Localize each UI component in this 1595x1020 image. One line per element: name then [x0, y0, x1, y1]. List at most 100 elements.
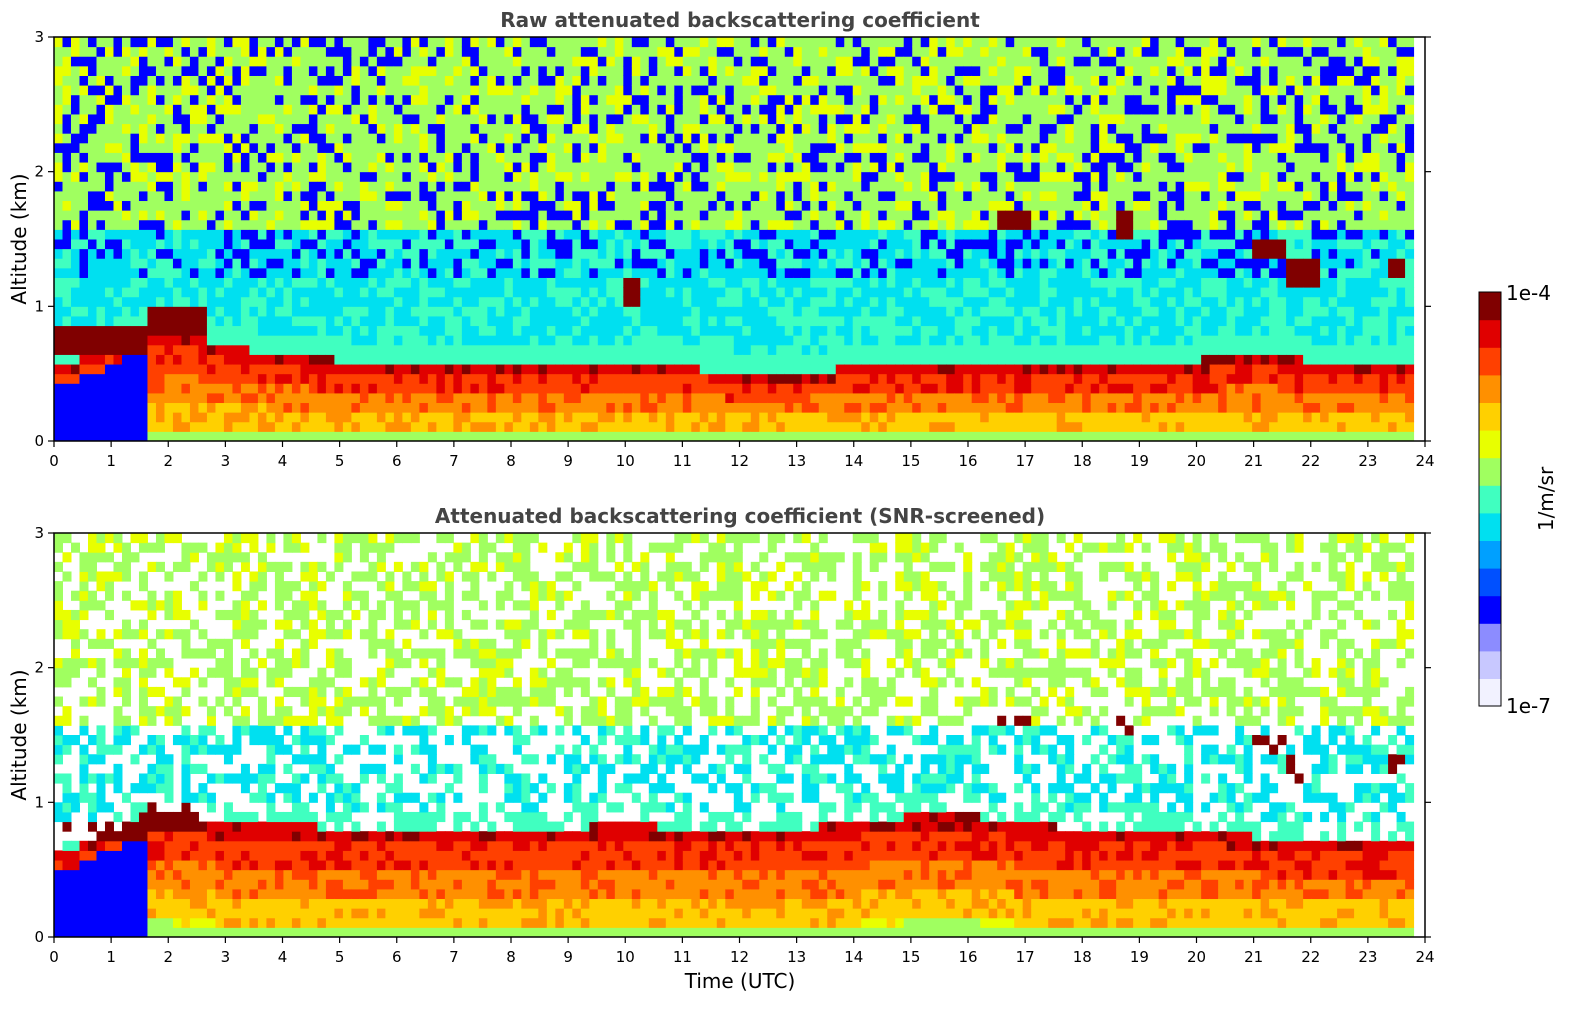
heatmap-cell [555, 277, 565, 288]
heatmap-cell [759, 421, 769, 432]
heatmap-cell [699, 113, 709, 125]
heatmap-cell [980, 421, 990, 432]
heatmap-cell [96, 181, 106, 192]
heatmap-cell [555, 335, 565, 346]
heatmap-cell [334, 152, 344, 163]
heatmap-cell [70, 277, 80, 288]
heatmap-cell [206, 354, 216, 365]
heatmap-cell [606, 383, 616, 394]
heatmap-cell [283, 306, 293, 317]
heatmap-cell [453, 344, 463, 355]
heatmap-cell [96, 142, 106, 153]
heatmap-cell [138, 190, 148, 202]
heatmap-cell [801, 152, 811, 163]
heatmap-cell [87, 421, 97, 432]
heatmap-cell [648, 277, 658, 288]
heatmap-cell [317, 190, 327, 202]
heatmap-cell [750, 383, 760, 394]
heatmap-cell [206, 258, 216, 269]
heatmap-cell [1014, 258, 1024, 269]
heatmap-cell [172, 171, 182, 182]
heatmap-cell [223, 239, 233, 250]
heatmap-cell [121, 383, 131, 394]
heatmap-cell [665, 229, 675, 240]
heatmap-cell [852, 306, 862, 317]
heatmap-cell [980, 296, 990, 307]
heatmap-cell [997, 219, 1007, 230]
heatmap-cell [716, 94, 726, 105]
heatmap-cell [79, 200, 89, 211]
heatmap-cell [249, 181, 259, 192]
heatmap-cell [419, 335, 429, 346]
heatmap-cell [172, 56, 182, 67]
heatmap-cell [971, 239, 981, 250]
heatmap-cell [376, 267, 386, 278]
heatmap-cell [699, 133, 709, 144]
heatmap-cell [861, 219, 871, 230]
heatmap-cell [759, 219, 769, 230]
heatmap-cell [861, 306, 871, 317]
heatmap-cell [589, 56, 599, 67]
heatmap-cell [240, 65, 250, 76]
heatmap-cell [521, 210, 531, 221]
heatmap-cell [368, 335, 378, 346]
heatmap-cell [674, 267, 684, 278]
heatmap-cell [410, 190, 420, 202]
heatmap-cell [997, 287, 1007, 298]
heatmap-cell [223, 229, 233, 240]
heatmap-cell [1022, 229, 1032, 240]
heatmap-cell [487, 431, 497, 442]
heatmap-cell [861, 325, 871, 336]
heatmap-cell [835, 65, 845, 76]
heatmap-cell [368, 229, 378, 240]
heatmap-cell [79, 248, 89, 259]
heatmap-cell [572, 85, 582, 96]
heatmap-cell [223, 296, 233, 307]
heatmap-cell [444, 267, 454, 278]
heatmap-cell [555, 344, 565, 355]
heatmap-cell [1005, 421, 1015, 432]
heatmap-cell [903, 162, 913, 173]
heatmap-cell [776, 104, 786, 115]
heatmap-cell [708, 412, 718, 423]
heatmap-cell [410, 431, 420, 442]
heatmap-cell [665, 56, 675, 67]
heatmap-cell [283, 113, 293, 125]
heatmap-cell [648, 181, 658, 192]
heatmap-cell [223, 287, 233, 298]
heatmap-cell [708, 65, 718, 76]
heatmap-cell [495, 123, 505, 134]
heatmap-cell [223, 85, 233, 96]
heatmap-cell [206, 412, 216, 423]
heatmap-cell [54, 412, 63, 423]
heatmap-cell [810, 171, 820, 182]
heatmap-cell [640, 344, 650, 355]
heatmap-cell [283, 210, 293, 221]
heatmap-cell [453, 142, 463, 153]
heatmap-cell [716, 315, 726, 327]
heatmap-cell [657, 383, 667, 394]
heatmap-cell [623, 56, 633, 67]
heatmap-cell [776, 306, 786, 317]
heatmap-cell [1039, 392, 1049, 404]
heatmap-cell [172, 210, 182, 221]
heatmap-cell [334, 277, 344, 288]
heatmap-cell [351, 123, 361, 134]
heatmap-cell [835, 402, 845, 413]
heatmap-cell [971, 354, 981, 365]
heatmap-cell [589, 344, 599, 355]
heatmap-cell [988, 162, 998, 173]
heatmap-cell [342, 315, 352, 327]
heatmap-cell [257, 373, 267, 384]
heatmap-cell [461, 85, 471, 96]
heatmap-cell [181, 133, 191, 144]
heatmap-cell [495, 325, 505, 336]
heatmap-cell [827, 325, 837, 336]
heatmap-cell [325, 65, 335, 76]
heatmap-cell [427, 123, 437, 134]
heatmap-cell [903, 248, 913, 259]
heatmap-cell [903, 171, 913, 182]
heatmap-cell [997, 181, 1007, 192]
heatmap-cell [810, 402, 820, 413]
heatmap-cell [563, 190, 573, 202]
